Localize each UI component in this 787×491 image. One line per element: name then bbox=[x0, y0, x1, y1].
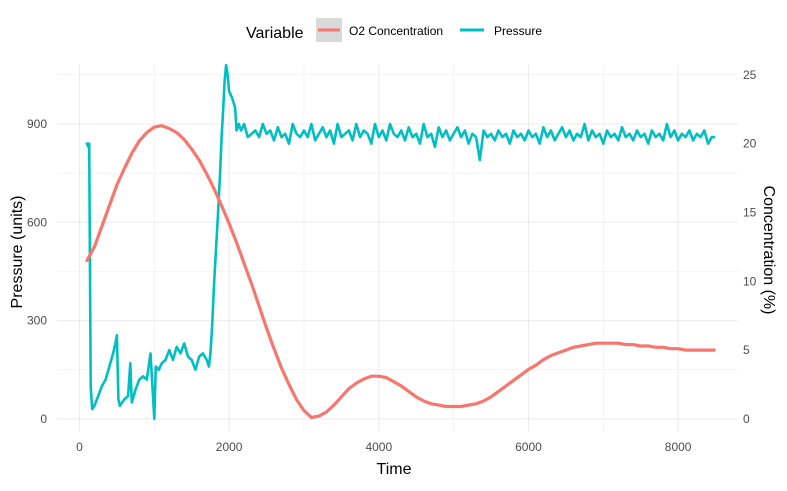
x-tick-label: 4000 bbox=[365, 440, 392, 454]
legend-label-o2: O2 Concentration bbox=[349, 24, 443, 38]
y-left-tick-label: 900 bbox=[27, 117, 47, 131]
y-left-tick-label: 0 bbox=[40, 412, 47, 426]
series-layer bbox=[85, 63, 716, 421]
series-line-o2-concentration bbox=[85, 124, 716, 420]
x-tick-label: 8000 bbox=[665, 440, 692, 454]
y-left-axis-title: Pressure (units) bbox=[9, 196, 26, 309]
y-right-tick-label: 15 bbox=[743, 205, 757, 219]
x-ticks: 0 2000 4000 6000 8000 bbox=[76, 440, 692, 454]
grid bbox=[57, 65, 738, 432]
x-tick-label: 2000 bbox=[216, 440, 243, 454]
x-tick-label: 0 bbox=[76, 440, 83, 454]
legend-label-pressure: Pressure bbox=[494, 24, 542, 38]
y-right-tick-label: 5 bbox=[743, 343, 750, 357]
legend: Variable O2 Concentration Pressure bbox=[246, 18, 542, 42]
series-line-pressure bbox=[85, 63, 716, 421]
y-right-ticks: 0 5 10 15 20 25 bbox=[743, 68, 757, 426]
y-right-axis-title: Concentration (%) bbox=[760, 186, 777, 315]
y-right-tick-label: 10 bbox=[743, 274, 757, 288]
y-right-tick-label: 0 bbox=[743, 412, 750, 426]
y-right-tick-label: 25 bbox=[743, 68, 757, 82]
legend-title: Variable bbox=[246, 25, 304, 42]
y-left-tick-label: 300 bbox=[27, 314, 47, 328]
x-axis-title: Time bbox=[377, 461, 412, 478]
y-left-ticks: 0 300 600 900 bbox=[27, 117, 47, 426]
y-left-tick-label: 600 bbox=[27, 215, 47, 229]
y-right-tick-label: 20 bbox=[743, 137, 757, 151]
x-tick-label: 6000 bbox=[515, 440, 542, 454]
